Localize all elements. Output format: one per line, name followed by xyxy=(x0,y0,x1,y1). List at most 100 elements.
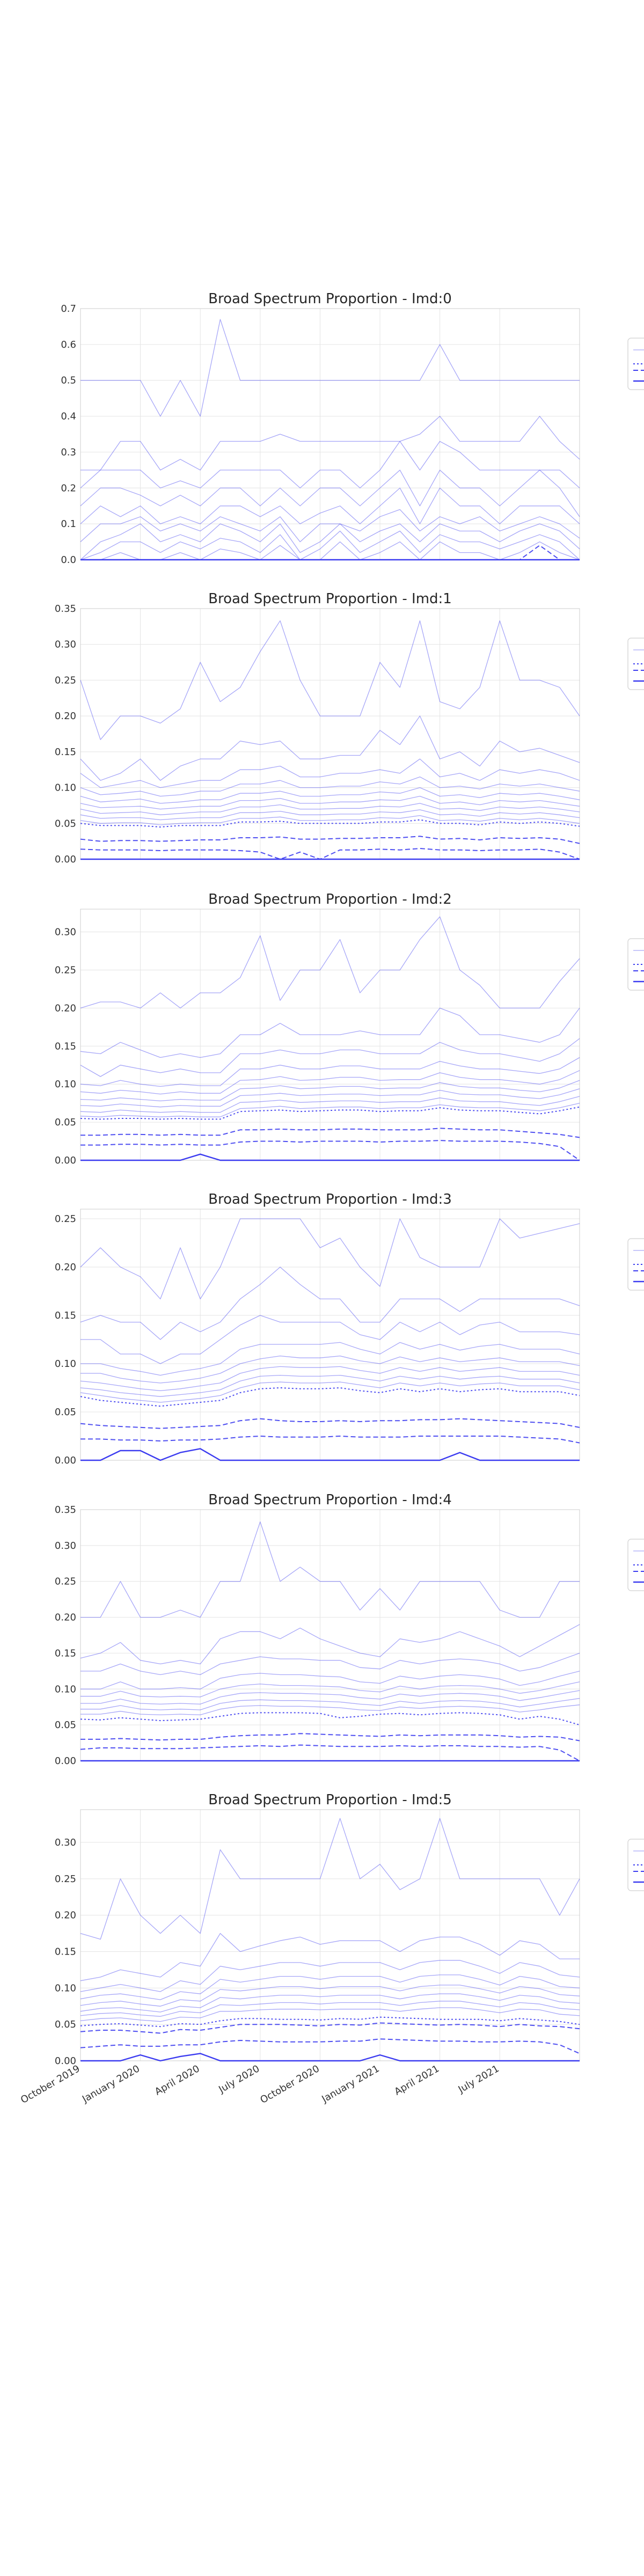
series-line-10 xyxy=(80,1436,580,1444)
series-line-3 xyxy=(80,470,580,517)
series-line-1 xyxy=(80,1267,580,1340)
series-line-8 xyxy=(80,541,580,560)
chart-title: Broad Spectrum Proportion - Imd:4 xyxy=(208,1492,452,1508)
y-tick-label: 0.1 xyxy=(61,518,76,530)
series-line-6 xyxy=(80,1088,580,1108)
y-tick-label: 0.15 xyxy=(55,1041,76,1052)
series-line-8 xyxy=(80,815,580,825)
series-line-9 xyxy=(80,1106,580,1120)
series-line-10 xyxy=(80,836,580,844)
y-tick-label: 0.15 xyxy=(55,1310,76,1321)
chart-title: Broad Spectrum Proportion - Imd:0 xyxy=(208,291,452,307)
y-tick-label: 0.05 xyxy=(55,2019,76,2030)
series-line-9 xyxy=(80,2022,580,2034)
legend xyxy=(627,638,644,690)
series-line-3 xyxy=(80,776,580,797)
series-line-10 xyxy=(80,2038,580,2054)
series-line-1 xyxy=(80,1007,580,1058)
legend-box xyxy=(627,1238,644,1291)
y-tick-label: 0.4 xyxy=(61,411,76,422)
chart-title: Broad Spectrum Proportion - Imd:5 xyxy=(208,1792,452,1808)
series-line-0 xyxy=(80,319,580,417)
series-line-8 xyxy=(80,1102,580,1117)
x-tick-label: April 2020 xyxy=(153,2063,202,2098)
series-line-2 xyxy=(80,1315,580,1364)
series-line-10 xyxy=(80,1128,580,1138)
y-tick-label: 0.05 xyxy=(55,1117,76,1128)
y-tick-label: 0.10 xyxy=(55,782,76,794)
series-line-4 xyxy=(80,1070,580,1095)
series-line-5 xyxy=(80,1993,580,2012)
series-line-2 xyxy=(80,758,580,788)
y-tick-label: 0.30 xyxy=(55,1540,76,1552)
series-line-4 xyxy=(80,787,580,804)
series-line-4 xyxy=(80,1985,580,2007)
y-tick-label: 0.15 xyxy=(55,1648,76,1659)
x-tick-label: January 2021 xyxy=(319,2063,381,2105)
series-line-0 xyxy=(80,1218,580,1300)
y-tick-label: 0.0 xyxy=(61,554,76,566)
series-line-1 xyxy=(80,715,580,781)
series-line-11 xyxy=(80,1448,580,1461)
series-line-10 xyxy=(80,1744,580,1761)
legend xyxy=(627,338,644,390)
chart-title: Broad Spectrum Proportion - Imd:1 xyxy=(208,591,452,607)
chart-title: Broad Spectrum Proportion - Imd:3 xyxy=(208,1191,452,1208)
y-tick-label: 0.00 xyxy=(55,2055,76,2067)
y-tick-label: 0.2 xyxy=(61,482,76,494)
y-tick-label: 0.30 xyxy=(55,1837,76,1848)
chart-panel-2: 0.00 0.05 0.10 0.15 0.20 0.25 0.30 Broad Spectr… xyxy=(55,891,644,1166)
chart-panel-4: 0.00 0.05 0.10 0.15 0.20 0.25 0.30 0.35 Broad Sp… xyxy=(55,1492,644,1767)
series-line-9 xyxy=(80,819,580,828)
series-line-2 xyxy=(80,441,580,488)
series-line-4 xyxy=(80,1355,580,1384)
plot-frame xyxy=(80,308,580,560)
plot-frame xyxy=(80,1209,580,1461)
y-tick-label: 0.25 xyxy=(55,1213,76,1225)
y-tick-label: 0.3 xyxy=(61,447,76,458)
series-line-7 xyxy=(80,2007,580,2022)
chart-panel-0: 0.0 0.1 0.2 0.3 0.4 0.5 0.6 0.7 Broad Spectrum P… xyxy=(61,291,644,566)
legend-box xyxy=(627,1539,644,1591)
series-line-12 xyxy=(80,1153,580,1161)
series-line-3 xyxy=(80,1342,580,1376)
series-line-4 xyxy=(80,487,580,524)
series-line-8 xyxy=(80,1387,580,1407)
y-tick-label: 0.25 xyxy=(55,675,76,686)
series-line-7 xyxy=(80,1704,580,1716)
series-line-0 xyxy=(80,620,580,740)
y-tick-label: 0.25 xyxy=(55,1576,76,1587)
y-tick-label: 0.5 xyxy=(61,375,76,386)
y-tick-label: 0.05 xyxy=(55,1719,76,1731)
y-tick-label: 0.10 xyxy=(55,1684,76,1695)
series-line-6 xyxy=(80,1698,580,1710)
legend-box xyxy=(627,1839,644,1891)
series-line-4 xyxy=(80,1681,580,1697)
series-line-11 xyxy=(80,2053,580,2062)
legend xyxy=(627,1839,644,1891)
y-tick-label: 0.15 xyxy=(55,1946,76,1958)
series-line-6 xyxy=(80,2001,580,2017)
y-tick-label: 0.20 xyxy=(55,1262,76,1273)
legend-box xyxy=(627,338,644,390)
series-line-5 xyxy=(80,1690,580,1705)
legend xyxy=(627,1238,644,1291)
series-line-7 xyxy=(80,530,580,560)
y-tick-label: 0.20 xyxy=(55,711,76,722)
series-line-1 xyxy=(80,1624,580,1665)
legend-box xyxy=(627,938,644,991)
chart-panel-1: 0.00 0.05 0.10 0.15 0.20 0.25 0.30 0.35 Broad Sp… xyxy=(55,591,644,865)
series-line-6 xyxy=(80,803,580,815)
series-line-7 xyxy=(80,1381,580,1403)
y-tick-label: 0.35 xyxy=(55,1504,76,1516)
series-line-8 xyxy=(80,2016,580,2028)
y-tick-label: 0.7 xyxy=(61,303,76,314)
y-tick-label: 0.10 xyxy=(55,1079,76,1090)
series-line-1 xyxy=(80,415,580,471)
series-line-2 xyxy=(80,1038,580,1077)
series-line-5 xyxy=(80,1366,580,1392)
series-line-11 xyxy=(80,1140,580,1161)
y-tick-label: 0.15 xyxy=(55,747,76,758)
series-line-3 xyxy=(80,1671,580,1689)
